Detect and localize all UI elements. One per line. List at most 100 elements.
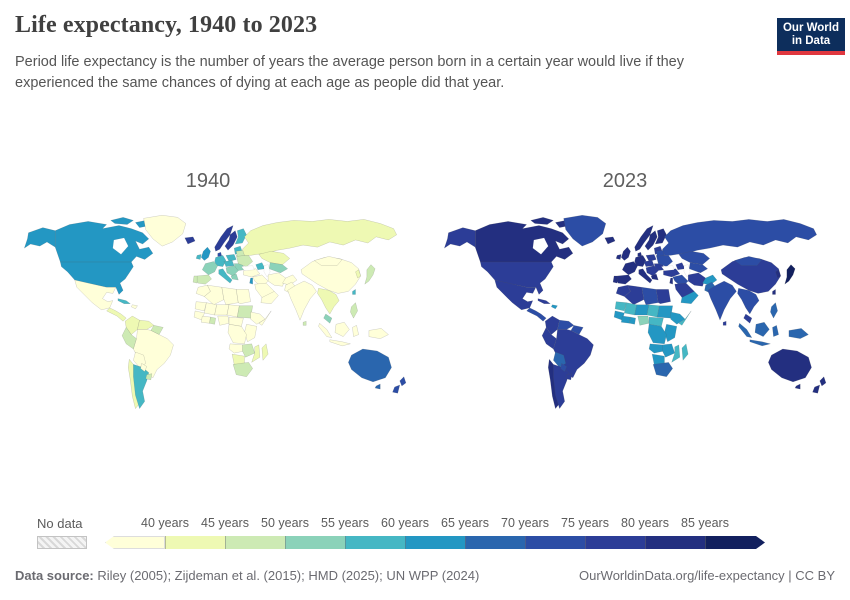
region-philippines[interactable]: Philippines: 69 years (770, 302, 778, 319)
region-sudan[interactable]: Sudan: 47 years (237, 305, 253, 319)
region-central_eu2[interactable]: Czechia & Hungary: 56 years (223, 260, 235, 267)
region-uruguay[interactable]: Uruguay: 78 years (565, 373, 573, 381)
region-uk[interactable]: United Kingdom: 63 years (201, 246, 211, 261)
region-yemen_oman[interactable]: Yemen & Oman: 38 years (260, 291, 279, 304)
region-russia[interactable]: Russia: 73 years (662, 219, 817, 256)
region-ivory_liberia[interactable]: Cote d'Ivoire & Liberia: 61 years (621, 315, 631, 324)
region-egypt[interactable]: Egypt: 75 years (655, 289, 671, 304)
region-paraguay[interactable]: Paraguay: 38 years (140, 363, 147, 372)
region-malaysia[interactable]: Malaysia: 76 years (743, 313, 753, 324)
region-germany[interactable]: Germany: 58 years (214, 255, 227, 267)
region-israel_lebanon[interactable]: Israel: 62 years (249, 277, 253, 285)
region-taiwan[interactable]: Taiwan: 56 years (352, 288, 356, 295)
region-yemen_oman[interactable]: Yemen & Oman: 64 years (680, 291, 699, 304)
region-png[interactable]: Papua New Guinea: 66 years (788, 328, 809, 339)
region-mozambique[interactable]: Mozambique: 40 years (251, 344, 261, 363)
region-japan[interactable]: Japan: 47 years (364, 264, 376, 285)
region-usa[interactable]: United States: 78 years (480, 261, 554, 295)
world-map-1940[interactable]: Canada: 63 yearsCanada (Arctic Islands W… (12, 212, 408, 416)
region-australia[interactable]: Australia: 83 years (768, 348, 812, 383)
region-zambia_zimbabwe[interactable]: Zambia & Zimbabwe: 62 years (662, 343, 675, 358)
region-kazakhstan[interactable]: Kazakhstan: 74 years (678, 251, 711, 265)
region-caucasus[interactable]: Caucasus: 57 years (255, 262, 266, 270)
region-sulawesi[interactable]: Indonesia (Sulawesi): 68 years (772, 325, 779, 337)
region-ethiopia[interactable]: Ethiopia: 37 years (250, 311, 266, 325)
region-mexico[interactable]: Mexico: 75 years (494, 279, 537, 311)
region-greenland[interactable]: Greenland: 72 years (563, 215, 607, 247)
region-indochina[interactable]: Mainland Southeast Asia: 72 years (737, 288, 760, 315)
region-somalia[interactable]: Somalia: 58 years (678, 310, 692, 326)
region-peru[interactable]: Peru & Ecuador: 77 years (541, 326, 557, 350)
legend-color-segment[interactable] (465, 536, 525, 549)
region-central_eu2[interactable]: Czechia & Hungary: 78 years (643, 260, 655, 267)
region-ethiopia[interactable]: Ethiopia: 64 years (670, 311, 686, 325)
region-sri_lanka[interactable]: Sri Lanka: 77 years (722, 320, 727, 326)
region-balkans[interactable]: Balkans: 78 years (645, 265, 659, 277)
region-afghanistan[interactable]: Afghanistan: 37 years (282, 274, 298, 286)
region-madagascar[interactable]: Madagascar: 42 years (261, 343, 269, 361)
region-finland[interactable]: Finland: 82 years (654, 228, 667, 245)
region-nz_south[interactable]: New Zealand (South Island): 72 years (392, 384, 401, 394)
region-india[interactable]: India: 72 years (707, 280, 737, 321)
region-russia[interactable]: Russia: 43 years (242, 219, 397, 256)
legend-color-segment[interactable] (585, 536, 645, 549)
region-iran[interactable]: Iran: 77 years (687, 272, 706, 287)
region-niger[interactable]: Niger: 61 years (634, 304, 650, 316)
region-iceland[interactable]: Iceland: 76 years (184, 236, 196, 245)
region-uk[interactable]: United Kingdom: 81 years (621, 246, 631, 261)
region-taiwan[interactable]: Taiwan: 81 years (772, 288, 776, 295)
region-kenya_tz[interactable]: Kenya & Tanzania: 64 years (664, 324, 678, 343)
region-drc[interactable]: DR Congo: 37 years (227, 324, 247, 345)
region-sweden[interactable]: Sweden: 84 years (644, 230, 658, 251)
region-egypt[interactable]: Egypt: 39 years (235, 289, 251, 304)
region-tasmania[interactable]: Tasmania: 66 years (374, 383, 381, 390)
region-java[interactable]: Indonesia (Java): 38 years (329, 339, 351, 347)
region-nz_north[interactable]: New Zealand (North Island): 72 years (399, 376, 407, 387)
region-java[interactable]: Indonesia (Java): 68 years (749, 339, 771, 347)
region-hispaniola[interactable]: Haiti & Dominican Rep.: 64 years (551, 304, 558, 310)
region-ivory_liberia[interactable]: Cote d'Ivoire & Liberia: 37 years (201, 315, 211, 324)
region-alaska[interactable]: Alaska (United States): 78 years (443, 227, 476, 249)
region-mexico[interactable]: Mexico: 38 years (74, 279, 117, 311)
region-central_america[interactable]: Central America: 74 years (526, 307, 547, 322)
region-png[interactable]: Papua New Guinea: 38 years (368, 328, 389, 339)
region-canada_is1[interactable]: Canada (Arctic Islands W): 63 years (110, 217, 134, 225)
region-poland[interactable]: Poland: 57 years (225, 254, 237, 262)
region-portugal[interactable]: Portugal: 83 years (612, 275, 618, 284)
region-tasmania[interactable]: Tasmania: 83 years (794, 383, 801, 390)
region-portugal[interactable]: Portugal: 48 years (192, 275, 198, 284)
region-mongolia[interactable]: Mongolia: 71 years (733, 256, 763, 266)
region-argentina[interactable]: Argentina: 77 years (553, 364, 570, 410)
region-japan[interactable]: Japan: 85 years (784, 264, 796, 285)
region-france[interactable]: France: 52 years (202, 261, 218, 276)
region-balkans[interactable]: Balkans: 52 years (225, 265, 239, 277)
region-alaska[interactable]: Alaska (United States): 63 years (23, 227, 56, 249)
region-central_asia[interactable]: Central Asia: 72 years (688, 262, 709, 274)
region-hispaniola[interactable]: Haiti & Dominican Rep.: 38 years (131, 304, 138, 310)
legend-color-segment[interactable] (285, 536, 345, 549)
legend-color-segment[interactable] (645, 536, 705, 549)
region-greece[interactable]: Greece: 82 years (650, 273, 659, 281)
region-france[interactable]: France: 83 years (622, 261, 638, 276)
region-ghana_togo[interactable]: Ghana: 47 years (209, 316, 216, 325)
region-sulawesi[interactable]: Indonesia (Sulawesi): 38 years (352, 325, 359, 337)
credit-link[interactable]: OurWorldinData.org/life-expectancy | CC … (578, 568, 835, 583)
region-cuba[interactable]: Cuba: 78 years (537, 298, 551, 304)
region-poland[interactable]: Poland: 78 years (645, 254, 657, 262)
legend-color-segment[interactable] (705, 536, 765, 549)
region-cuba[interactable]: Cuba: 58 years (117, 298, 131, 304)
region-nz_north[interactable]: New Zealand (North Island): 82 years (819, 376, 827, 387)
region-greece[interactable]: Greece: 53 years (230, 273, 239, 281)
region-south_africa[interactable]: South Africa: 66 years (652, 362, 673, 377)
region-korea[interactable]: South Korea: 84 years (775, 269, 781, 279)
region-india[interactable]: India: 37 years (287, 280, 317, 321)
region-philippines[interactable]: Philippines: 46 years (350, 302, 358, 319)
region-sumatra[interactable]: Indonesia (Sumatra): 38 years (318, 322, 333, 338)
region-nigeria[interactable]: Nigeria: 54 years (637, 315, 650, 326)
region-sumatra[interactable]: Indonesia (Sumatra): 68 years (738, 322, 753, 338)
region-spain[interactable]: Spain: 47 years (194, 274, 212, 285)
region-canada[interactable]: Canada: 82 years (474, 221, 574, 263)
region-ghana_togo[interactable]: Ghana: 64 years (629, 316, 636, 325)
world-map-2023[interactable]: Canada: 82 yearsCanada (Arctic Islands W… (432, 212, 828, 416)
region-sudan[interactable]: Sudan: 64 years (657, 305, 673, 319)
